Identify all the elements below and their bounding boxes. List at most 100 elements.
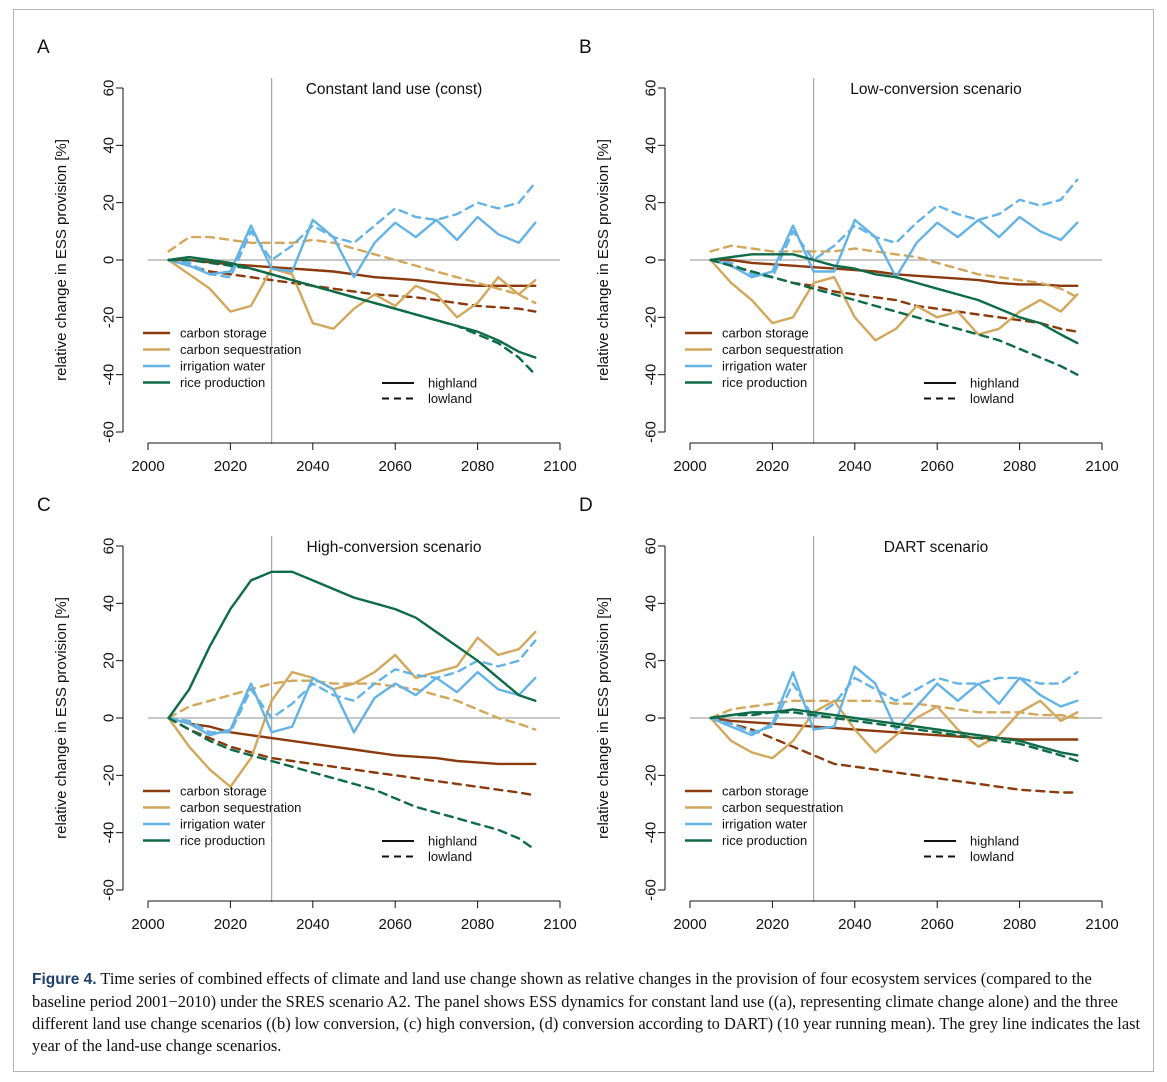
x-tick-label: 2000 — [673, 458, 706, 475]
series-carbon-storage-highland — [167, 716, 537, 766]
legend-label: irrigation water — [180, 817, 266, 832]
y-tick-label: 40 — [643, 137, 660, 154]
x-tick-label: 2080 — [461, 458, 494, 475]
legend-label: carbon sequestration — [180, 800, 301, 815]
series-carbon-storage-highland — [709, 258, 1079, 287]
y-tick-label: -40 — [643, 364, 660, 386]
y-tick-label: -60 — [101, 421, 118, 443]
x-tick-label: 2060 — [379, 458, 412, 475]
x-tick-label: 2000 — [131, 458, 164, 475]
legend-label: rice production — [180, 833, 265, 848]
legend-label: carbon sequestration — [722, 342, 843, 357]
x-tick-label: 2020 — [214, 916, 247, 933]
y-axis-label: relative change in ESS provision [%] — [53, 139, 70, 381]
y-tick-label: 60 — [643, 80, 660, 97]
x-tick-label: 2040 — [296, 916, 329, 933]
y-tick-label: 0 — [101, 714, 118, 722]
legend-label: highland — [428, 834, 477, 849]
series-carbon-sequestration-highland — [167, 630, 537, 788]
y-tick-label: 20 — [101, 194, 118, 211]
x-tick-label: 2000 — [131, 916, 164, 933]
panel-label: A — [37, 37, 50, 58]
y-tick-label: -40 — [643, 822, 660, 844]
y-tick-label: -60 — [101, 879, 118, 901]
series-carbon-storage-lowland — [709, 716, 1079, 794]
y-axis-label: relative change in ESS provision [%] — [595, 139, 612, 381]
series-irrigation-water-lowland — [167, 181, 537, 279]
legend-label: irrigation water — [722, 359, 808, 374]
legend-label: carbon storage — [180, 784, 267, 799]
series-carbon-sequestration-lowland — [709, 699, 1079, 720]
y-tick-label: 40 — [101, 595, 118, 612]
panel-label: B — [579, 37, 592, 58]
y-tick-label: -20 — [643, 306, 660, 328]
series-irrigation-water-highland — [167, 670, 537, 737]
series-rice-production-lowland — [167, 716, 537, 852]
figure-caption: Figure 4. Time series of combined effect… — [32, 968, 1142, 1057]
legend-label: carbon storage — [722, 784, 809, 799]
x-tick-label: 2040 — [838, 916, 871, 933]
y-tick-label: -20 — [643, 764, 660, 786]
series-irrigation-water-lowland — [709, 670, 1079, 734]
y-tick-label: 60 — [101, 80, 118, 97]
x-tick-label: 2100 — [543, 916, 576, 933]
y-tick-label: 60 — [101, 538, 118, 555]
legend-label: irrigation water — [722, 817, 808, 832]
y-axis-label: relative change in ESS provision [%] — [595, 597, 612, 839]
x-tick-label: 2040 — [296, 458, 329, 475]
series-carbon-sequestration-highland — [167, 258, 537, 330]
legend-label: rice production — [180, 375, 265, 390]
legend-label: carbon sequestration — [722, 800, 843, 815]
panel-title: DART scenario — [884, 539, 989, 556]
panel-title: Low-conversion scenario — [850, 81, 1021, 98]
panel-d: D DART scenario -60 -40 -20 0 2040 60 relative c… — [579, 495, 1119, 933]
legend-label: highland — [970, 376, 1019, 391]
series-rice-production-highland — [167, 570, 537, 720]
y-tick-label: 60 — [643, 538, 660, 555]
y-tick-label: -20 — [101, 764, 118, 786]
y-tick-label: 20 — [643, 194, 660, 211]
legend-label: lowland — [970, 849, 1014, 864]
y-tick-label: 0 — [643, 714, 660, 722]
x-tick-label: 2020 — [756, 458, 789, 475]
legend-label: lowland — [970, 391, 1014, 406]
x-tick-label: 2080 — [1003, 916, 1036, 933]
y-tick-label: 40 — [643, 595, 660, 612]
x-tick-label: 2100 — [1085, 458, 1118, 475]
legend-label: irrigation water — [180, 359, 266, 374]
x-tick-label: 2020 — [214, 458, 247, 475]
legend-label: highland — [970, 834, 1019, 849]
series-irrigation-water-highland — [709, 665, 1079, 737]
x-tick-label: 2060 — [921, 916, 954, 933]
series-carbon-sequestration-lowland — [709, 244, 1079, 299]
series-rice-production-lowland — [709, 711, 1079, 763]
series-rice-production-lowland — [709, 258, 1079, 376]
legend-label: lowland — [428, 849, 472, 864]
panel-title: High-conversion scenario — [307, 539, 482, 556]
x-tick-label: 2060 — [921, 458, 954, 475]
x-tick-label: 2080 — [461, 916, 494, 933]
series-carbon-sequestration-lowland — [167, 679, 537, 731]
panel-label: C — [37, 495, 51, 516]
y-tick-label: -20 — [101, 306, 118, 328]
y-tick-label: -60 — [643, 879, 660, 901]
series-carbon-storage-highland — [167, 258, 537, 287]
panel-title: Constant land use (const) — [306, 81, 483, 98]
y-tick-label: 20 — [101, 652, 118, 669]
x-tick-label: 2000 — [673, 916, 706, 933]
x-tick-label: 2100 — [543, 458, 576, 475]
y-tick-label: -60 — [643, 421, 660, 443]
legend-label: carbon storage — [722, 326, 809, 341]
series-carbon-sequestration-lowland — [167, 235, 537, 305]
panel-label: D — [579, 495, 593, 516]
x-tick-label: 2100 — [1085, 916, 1118, 933]
legend-label: highland — [428, 376, 477, 391]
legend-label: carbon storage — [180, 326, 267, 341]
legend-label: rice production — [722, 833, 807, 848]
